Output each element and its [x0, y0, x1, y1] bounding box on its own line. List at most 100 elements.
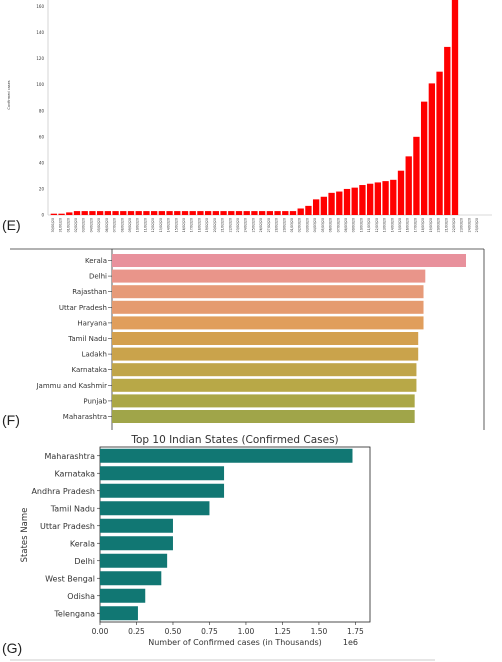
panel-e-bar — [143, 211, 150, 215]
panel-g-x-tick-label: 0.75 — [201, 627, 218, 636]
panel-e-x-tick-label: 18/03/20 — [421, 218, 425, 232]
panel-g-bar — [100, 536, 173, 551]
panel-f-category-label: Maharashtra — [63, 413, 107, 421]
panel-f-category-label: Kerala — [85, 257, 107, 265]
panel-e-x-tick-label: 01/02/20 — [66, 218, 70, 232]
panel-e-bar — [297, 208, 304, 215]
panel-e-x-tick-label: 11/03/20 — [367, 218, 371, 232]
panel-e-x-tick-label: 03/02/20 — [82, 218, 86, 232]
panel-e-x-tick-label: 19/03/20 — [429, 218, 433, 232]
panel-e-y-tick-label: 60 — [39, 134, 45, 139]
panel-g-x-tick-label: 1.50 — [311, 627, 328, 636]
panel-f-category-label: Ladakh — [82, 351, 107, 359]
panel-e-x-tick-label: 23/02/20 — [236, 218, 240, 232]
panel-g-category-labels: Maharashtra Karnataka Andhra Pradesh Tamil … — [31, 452, 100, 618]
panel-e-x-tick-label: 02/02/20 — [74, 218, 78, 232]
panel-e-y-tick-label: 160 — [36, 4, 44, 9]
panel-e-bar — [336, 191, 343, 215]
panel-e-y-tick-label: 80 — [39, 108, 45, 113]
panel-e-bar — [150, 211, 158, 215]
panel-e-bar — [174, 211, 181, 215]
panel-f-bar — [112, 269, 426, 283]
panel-g-x-tick-label: 1.00 — [238, 627, 255, 636]
panel-e-x-tick-label: 29/02/20 — [282, 218, 286, 232]
panel-f-category-label: Punjab — [83, 397, 107, 405]
panel-g-bar — [100, 466, 225, 481]
panel-e-x-tick-label: 08/03/20 — [344, 218, 348, 232]
panel-e-bar — [428, 83, 436, 215]
panel-e-bar — [289, 211, 297, 215]
panel-e-x-tick-label: 07/03/20 — [336, 218, 340, 232]
panel-e-x-tick-label: 07/02/20 — [113, 218, 117, 232]
panel-e-x-tick-label: 22/02/20 — [228, 218, 232, 232]
panel-e-y-tick-label: 40 — [39, 160, 45, 165]
panel-e-bar — [135, 211, 142, 215]
panel-e-bar — [397, 170, 405, 215]
panel-e-bar — [413, 136, 420, 215]
panel-g-x-tick-label: 1.75 — [347, 627, 364, 636]
panel-e-x-ticks: 30/01/20 31/01/20 01/02/20 02/02/20 03/02/20… — [51, 218, 479, 232]
panel-e-bar — [258, 211, 266, 215]
panel-e-x-tick-label: 15/02/20 — [174, 218, 178, 232]
panel-g-bar — [100, 588, 146, 603]
panel-e-bar — [405, 156, 412, 215]
panel-e-x-tick-label: 14/02/20 — [167, 218, 171, 232]
panel-g-bar — [100, 448, 353, 463]
panel-e-bar — [220, 211, 227, 215]
panel-e-x-tick-label: 09/02/20 — [128, 218, 132, 232]
panel-e-bar — [451, 0, 459, 215]
panel-e-bar — [328, 192, 335, 215]
panel-e-x-tick-label: 12/02/20 — [151, 218, 155, 232]
panel-g-category-label: Odisha — [67, 592, 95, 601]
panel-e-bar — [58, 213, 65, 215]
panel-e-x-tick-label: 04/02/20 — [89, 218, 93, 232]
panel-e-x-tick-label: 09/03/20 — [352, 218, 356, 232]
panel-g-x-tick-label: 0.00 — [92, 627, 109, 636]
panel-g-bars — [100, 448, 353, 621]
panel-e-x-tick-label: 15/03/20 — [398, 218, 402, 232]
panel-f-label: (F) — [2, 412, 20, 428]
panel-e-bar — [228, 211, 235, 215]
panel-e-x-tick-label: 10/02/20 — [136, 218, 140, 232]
panel-g-x-tick-label: 0.25 — [128, 627, 145, 636]
panel-e-bar — [66, 212, 73, 215]
panel-g-y-axis-label: States Name — [20, 508, 30, 563]
panel-e-x-tick-label: 20/03/20 — [437, 218, 441, 232]
panel-e-bar — [127, 211, 135, 215]
panel-f-bar — [112, 394, 415, 408]
panel-e-x-tick-label: 22/03/20 — [452, 218, 456, 232]
panel-g-category-label: Delhi — [74, 557, 95, 566]
panel-g-bar — [100, 501, 210, 516]
panel-e-x-tick-label: 21/02/20 — [221, 218, 225, 232]
panel-g-x-ticks: 0.00 0.25 0.50 0.75 1.00 1.25 1.50 1.75 — [92, 622, 364, 636]
panel-e-x-tick-label: 04/03/20 — [313, 218, 317, 232]
panel-e-x-tick-label: 13/03/20 — [383, 218, 387, 232]
panel-e-x-tick-label: 27/02/20 — [267, 218, 271, 232]
panel-g-label: (G) — [2, 640, 22, 656]
panel-e-x-tick-label: 21/03/20 — [444, 218, 448, 232]
panel-e-x-tick-label: 17/02/20 — [190, 218, 194, 232]
panel-e-bar — [305, 205, 312, 215]
panel-e-x-tick-label: 31/01/20 — [59, 218, 63, 232]
panel-e-bar — [382, 181, 389, 215]
panel-e-bar — [158, 211, 166, 215]
panel-e-bar — [436, 71, 443, 216]
panel-e-bar — [104, 211, 112, 215]
panel-e-y-ticks: 0 20 40 60 80 100 120 140 160 — [36, 4, 44, 217]
panel-e-bar — [212, 211, 220, 215]
panel-g-category-label: Karnataka — [54, 469, 95, 478]
panel-g-bar — [100, 571, 162, 586]
panel-e-bar — [197, 211, 204, 215]
panel-e-x-tick-label: 01/03/20 — [290, 218, 294, 232]
panel-g-x-axis-label: Number of Confirmed cases (in Thousands) — [148, 638, 322, 647]
panel-e-bar — [444, 46, 451, 216]
panel-e-bar — [320, 196, 328, 215]
panel-e-x-tick-label: 16/02/20 — [182, 218, 186, 232]
panel-e-y-axis-label: Confirmed cases — [7, 80, 11, 109]
panel-e-bar — [235, 211, 243, 215]
panel-g-bar — [100, 483, 225, 498]
panel-f-bar — [112, 316, 424, 330]
panel-f-category-labels: Kerala Delhi Rajasthan Uttar Pradesh Haryana… — [35, 257, 112, 421]
